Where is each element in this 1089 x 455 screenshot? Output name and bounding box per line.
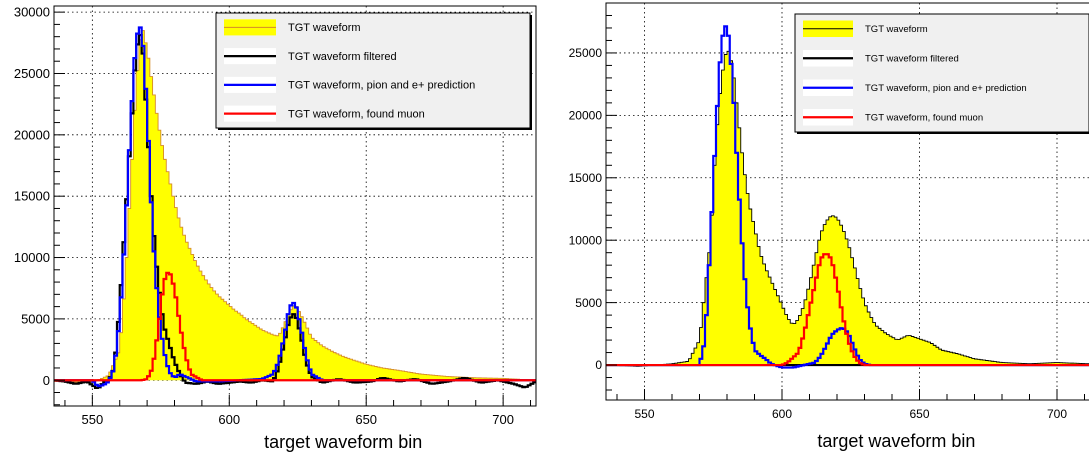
series-tgt-waveform-fill bbox=[606, 51, 1089, 367]
y-tick-label: 5000 bbox=[21, 311, 50, 326]
legend-label: TGT waveform, found muon bbox=[865, 113, 983, 124]
x-tick-label: 700 bbox=[1047, 407, 1067, 421]
y-tick-label: 20000 bbox=[14, 127, 50, 142]
left-chart-panel: 550 600 650 700 0 5000 10000 15000 20000 25000 300… bbox=[14, 5, 537, 452]
x-tick-label: 650 bbox=[355, 412, 377, 427]
x-axis-title: target waveform bin bbox=[264, 432, 422, 452]
y-tick-label: 5000 bbox=[575, 296, 602, 310]
y-tick-label: 15000 bbox=[14, 189, 50, 204]
legend-label: TGT waveform, found muon bbox=[288, 108, 425, 120]
legend-label: TGT waveform filtered bbox=[865, 54, 959, 65]
legend-label: TGT waveform, pion and e+ prediction bbox=[288, 80, 475, 92]
y-tick-label: 15000 bbox=[569, 171, 603, 185]
plot-area bbox=[54, 26, 536, 389]
y-tick-label: 25000 bbox=[569, 46, 603, 60]
y-tick-label: 30000 bbox=[14, 5, 50, 20]
series-tgt-waveform-found-muon bbox=[606, 253, 1089, 367]
series-tgt-waveform-found-muon bbox=[54, 271, 536, 382]
plot-frame bbox=[53, 5, 537, 407]
legend-label: TGT waveform bbox=[288, 22, 361, 34]
y-tick-label: 25000 bbox=[14, 66, 50, 81]
series-tgt-waveform-outline bbox=[606, 50, 1089, 367]
y-tick-label: 0 bbox=[43, 373, 50, 388]
y-tick-label: 10000 bbox=[569, 233, 603, 247]
y-tick-label: 0 bbox=[595, 358, 602, 372]
legend-label: TGT waveform, pion and e+ prediction bbox=[865, 83, 1027, 94]
x-tick-label: 650 bbox=[909, 407, 929, 421]
x-axis-title: target waveform bin bbox=[817, 431, 975, 451]
x-tick-label: 600 bbox=[218, 412, 240, 427]
x-tick-label: 600 bbox=[772, 407, 792, 421]
legend: TGT waveform TGT waveform filtered TGT wav… bbox=[215, 12, 532, 130]
legend-label: TGT waveform filtered bbox=[288, 51, 397, 63]
y-tick-label: 20000 bbox=[569, 109, 603, 123]
legend-label: TGT waveform bbox=[865, 24, 928, 35]
plot-area bbox=[606, 25, 1089, 369]
plot-frame bbox=[605, 2, 1089, 401]
x-tick-label: 550 bbox=[81, 412, 103, 427]
x-tick-label: 550 bbox=[634, 407, 654, 421]
right-chart-panel: 550 600 650 700 0 5000 10000 15000 20000 25000 tar… bbox=[569, 2, 1089, 451]
y-tick-label: 10000 bbox=[14, 250, 50, 265]
x-tick-label: 700 bbox=[492, 412, 514, 427]
legend: TGT waveform TGT waveform filtered TGT wav… bbox=[794, 13, 1089, 134]
